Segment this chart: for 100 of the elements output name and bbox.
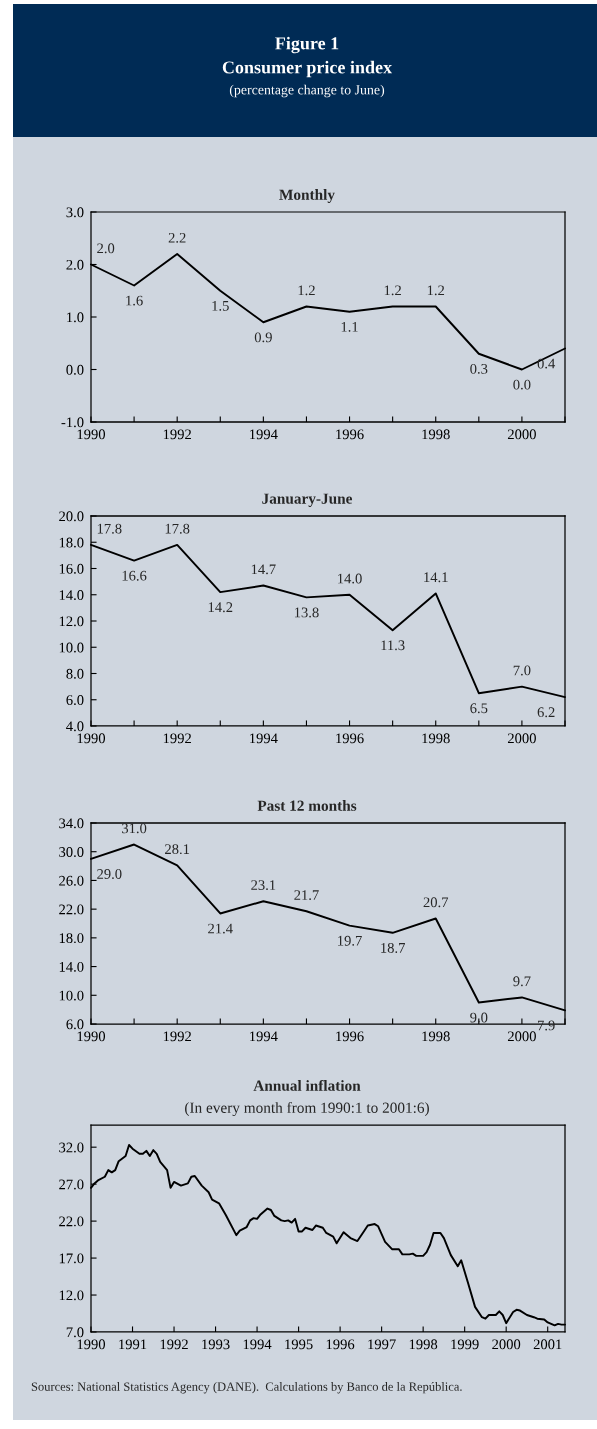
y-tick-label: 34.0 xyxy=(59,818,84,829)
data-label: 11.3 xyxy=(381,640,405,651)
x-tick-label: 1995 xyxy=(285,1339,313,1350)
data-label: 0.3 xyxy=(470,363,488,374)
data-label: 18.7 xyxy=(381,942,405,953)
data-label: 20.7 xyxy=(423,897,449,908)
data-label: 0.9 xyxy=(254,332,272,343)
data-label: 17.8 xyxy=(97,523,122,534)
data-label: 14.2 xyxy=(208,602,233,613)
data-label: 6.2 xyxy=(537,707,555,718)
data-label: 1.1 xyxy=(341,321,358,332)
chart-subtitle: (In every month from 1990:1 to 2001:6) xyxy=(185,1101,429,1117)
text: Figure 1 xyxy=(275,36,339,54)
y-tick-label: 4.0 xyxy=(66,721,84,732)
x-tick-label: 1990 xyxy=(77,1031,106,1042)
x-tick-label: 1992 xyxy=(163,1031,191,1042)
data-label: 31.0 xyxy=(122,823,147,834)
data-label: 21.4 xyxy=(208,923,233,934)
text: (percentage change to June) xyxy=(229,84,385,98)
x-tick-label: 2000 xyxy=(507,733,536,744)
x-tick-label: 1990 xyxy=(77,1339,106,1350)
y-tick-label: 2.0 xyxy=(66,259,84,270)
y-tick-label: 30.0 xyxy=(59,847,84,857)
data-label: 6.5 xyxy=(470,703,488,714)
y-tick-label: 8.0 xyxy=(66,668,84,679)
x-tick-label: 2000 xyxy=(492,1339,521,1350)
y-tick-label: 22.0 xyxy=(59,1216,84,1227)
y-tick-label: -1.0 xyxy=(61,417,84,428)
x-tick-label: 1996 xyxy=(326,1339,355,1350)
data-label: 1.6 xyxy=(126,295,143,306)
data-label: 2.2 xyxy=(168,232,186,243)
y-tick-label: 10.0 xyxy=(59,642,84,653)
y-tick-label: 20.0 xyxy=(59,511,84,522)
data-label: 1.2 xyxy=(298,285,315,296)
x-tick-label: 1999 xyxy=(451,1339,479,1350)
y-tick-label: 27.0 xyxy=(59,1179,84,1190)
y-tick-label: 14.0 xyxy=(59,590,84,601)
x-tick-label: 1994 xyxy=(250,1031,278,1042)
x-tick-label: 1996 xyxy=(336,733,364,744)
x-tick-label: 1996 xyxy=(336,1031,364,1042)
data-label: 28.1 xyxy=(165,844,190,855)
data-label: 9.7 xyxy=(513,976,531,987)
y-tick-label: 14.0 xyxy=(59,961,84,972)
data-label: 21.7 xyxy=(294,890,319,901)
data-label: 19.7 xyxy=(338,935,362,946)
y-tick-label: 12.0 xyxy=(59,616,84,627)
x-tick-label: 2000 xyxy=(507,429,536,440)
chart-title: Monthly xyxy=(279,189,335,203)
y-tick-label: 32.0 xyxy=(59,1142,84,1153)
y-tick-label: 22.0 xyxy=(59,904,84,915)
data-label: 2.0 xyxy=(97,243,115,254)
data-label: 1.2 xyxy=(384,285,401,296)
data-label: 14.7 xyxy=(251,564,276,575)
chart-title: Annual inflation xyxy=(253,1079,361,1091)
data-label: 1.2 xyxy=(427,285,445,296)
x-tick-label: 1997 xyxy=(368,1339,396,1350)
data-label: 14.1 xyxy=(424,572,448,583)
y-tick-label: 1.0 xyxy=(67,312,84,323)
data-label: 0.0 xyxy=(513,379,531,390)
x-tick-label: 1991 xyxy=(119,1339,147,1350)
x-tick-label: 2001 xyxy=(533,1339,562,1350)
data-label: 14.0 xyxy=(338,573,362,584)
data-label: 16.6 xyxy=(122,570,147,581)
y-tick-label: 16.0 xyxy=(59,563,84,574)
chart-title: January-June xyxy=(262,493,353,507)
x-tick-label: 1992 xyxy=(163,733,191,744)
y-tick-label: 17.0 xyxy=(59,1253,84,1264)
x-tick-label: 1994 xyxy=(243,1339,272,1350)
source-note: Sources: National Statistics Agency (DANE). Calculations by Banco de la República. xyxy=(31,1382,462,1394)
y-tick-label: 10.0 xyxy=(59,990,84,1001)
y-tick-label: 18.0 xyxy=(59,537,84,548)
y-tick-label: 12.0 xyxy=(59,1290,84,1301)
data-label: 13.8 xyxy=(294,607,319,618)
x-tick-label: 1994 xyxy=(250,733,278,744)
x-tick-label: 1998 xyxy=(422,733,450,744)
data-label: 29.0 xyxy=(97,869,122,879)
data-label: 7.0 xyxy=(513,665,531,676)
text: Consumer price index xyxy=(222,60,392,78)
x-tick-label: 1996 xyxy=(336,429,364,440)
y-tick-label: 26.0 xyxy=(59,875,84,886)
x-tick-label: 1992 xyxy=(160,1339,188,1350)
data-label: 1.5 xyxy=(212,300,229,311)
y-tick-label: 6.0 xyxy=(66,1019,84,1030)
x-tick-label: 1990 xyxy=(77,429,106,440)
y-tick-label: 3.0 xyxy=(66,207,84,218)
chart-title: Past 12 months xyxy=(257,800,357,811)
data-label: 9.0 xyxy=(470,1012,488,1023)
y-tick-label: 0.0 xyxy=(66,364,84,375)
data-label: 23.1 xyxy=(251,880,276,891)
x-tick-label: 1993 xyxy=(202,1339,230,1350)
x-tick-label: 1992 xyxy=(163,429,191,440)
x-tick-label: 1994 xyxy=(250,429,278,440)
data-label: 0.4 xyxy=(537,358,556,369)
x-tick-label: 1990 xyxy=(77,733,106,744)
y-tick-label: 7.0 xyxy=(66,1327,84,1338)
y-tick-label: 18.0 xyxy=(59,933,84,944)
x-tick-label: 1998 xyxy=(422,429,450,440)
x-tick-label: 1998 xyxy=(422,1031,450,1042)
x-tick-label: 1998 xyxy=(409,1339,438,1350)
x-tick-label: 2000 xyxy=(507,1031,536,1042)
